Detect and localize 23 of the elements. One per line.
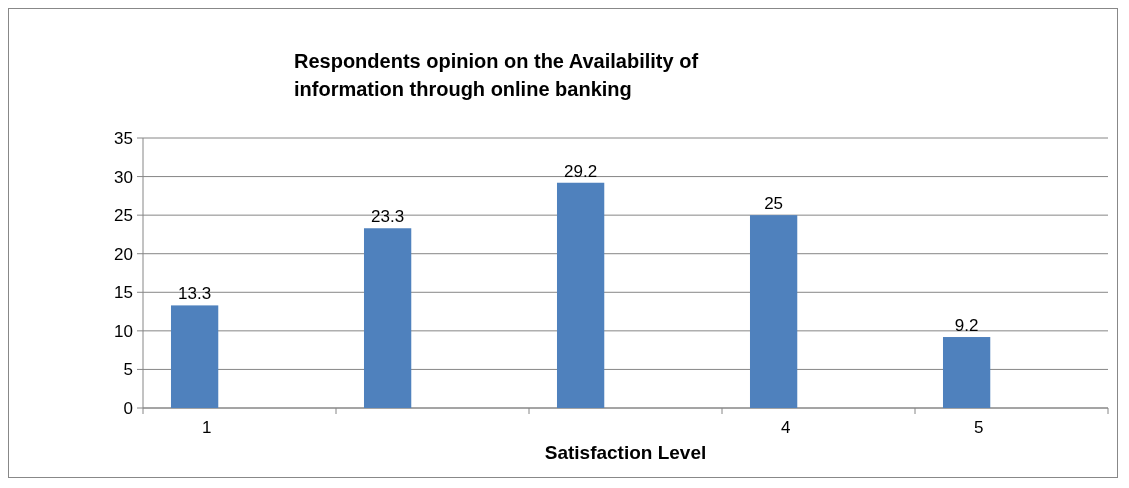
y-tick-label: 30 <box>114 167 133 187</box>
bar <box>749 215 798 408</box>
y-tick-label: 15 <box>114 283 133 303</box>
bar <box>556 182 605 408</box>
x-tick-label: 1 <box>201 418 212 437</box>
data-label: 25 <box>764 194 784 214</box>
data-label: 23.3 <box>371 207 405 227</box>
bar <box>170 305 219 408</box>
y-tick-label: 0 <box>123 398 133 418</box>
y-tick-label: 25 <box>114 206 133 226</box>
y-tick-label: 5 <box>123 360 133 380</box>
bar <box>363 228 412 408</box>
y-tick-label: 10 <box>114 321 133 341</box>
chart-title: Respondents opinion on the Availability of information through online banking <box>294 50 699 100</box>
bar <box>942 337 991 408</box>
data-label: 9.2 <box>954 316 979 336</box>
y-tick-label: 20 <box>114 244 133 264</box>
x-axis-title: Satisfaction Level <box>544 442 707 464</box>
data-label: 13.3 <box>178 284 212 304</box>
x-tick-label: 4 <box>780 418 791 437</box>
x-tick-label: 5 <box>973 418 984 437</box>
data-label: 29.2 <box>564 161 598 181</box>
y-tick-label: 35 <box>114 128 133 148</box>
